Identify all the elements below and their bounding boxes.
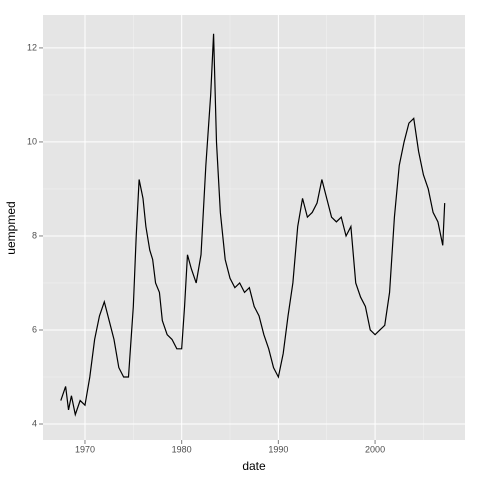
y-axis-title: uempmed bbox=[4, 201, 18, 254]
x-tick-label: 1970 bbox=[75, 444, 95, 454]
x-tick-label: 1990 bbox=[268, 444, 288, 454]
y-tick-label: 10 bbox=[27, 136, 37, 146]
data-line bbox=[60, 33, 446, 417]
y-tick-label: 4 bbox=[32, 418, 37, 428]
panel bbox=[43, 15, 465, 440]
x-tick-label: 2000 bbox=[365, 444, 385, 454]
y-tick-label: 8 bbox=[32, 230, 37, 240]
y-tick-label: 12 bbox=[27, 42, 37, 52]
x-tick-label: 1980 bbox=[172, 444, 192, 454]
x-axis-title: date bbox=[242, 459, 266, 473]
y-tick-label: 6 bbox=[32, 324, 37, 334]
